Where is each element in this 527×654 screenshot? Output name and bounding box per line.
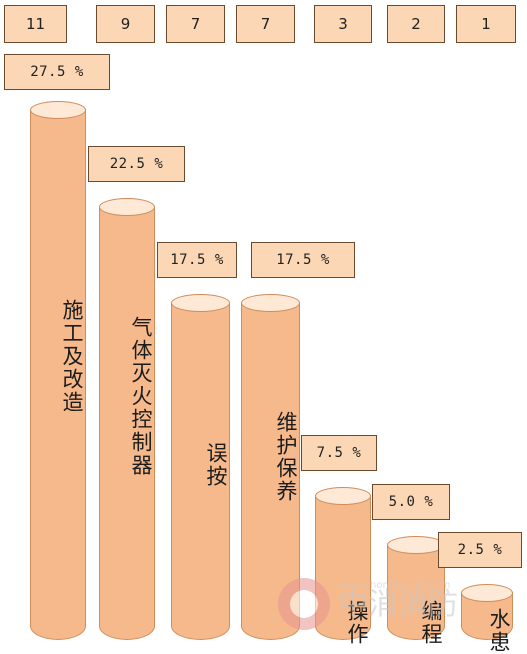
bar-cylinder-body [99, 206, 155, 640]
bar-cylinder: 维护保养 [241, 294, 300, 640]
percent-label: 2.5 % [438, 531, 522, 568]
bar-cylinder: 施工及改造 [30, 101, 86, 640]
count-label: 2 [387, 5, 445, 43]
category-label: 水患 [487, 607, 511, 654]
bar-cylinder-top [387, 535, 445, 554]
count-label: 7 [236, 5, 295, 43]
bar-cylinder: 操作 [315, 487, 371, 646]
percent-label: 7.5 % [301, 435, 377, 472]
count-label: 3 [314, 5, 372, 43]
category-label: 操作 [345, 600, 369, 646]
category-label: 维护保养 [274, 411, 298, 504]
category-label: 气体灭火控制器 [129, 316, 153, 478]
bar-cylinder-top [30, 101, 86, 120]
category-label: 误按 [204, 442, 228, 489]
category-label: 施工及改造 [60, 299, 84, 415]
percent-label: 27.5 % [4, 54, 110, 90]
percent-label: 22.5 % [88, 145, 185, 182]
bar-cylinder: 误按 [171, 294, 230, 640]
count-label: 7 [166, 5, 225, 43]
percent-label: 5.0 % [372, 483, 450, 520]
bar-cylinder: 水患 [461, 583, 513, 654]
bar-cylinder-top [315, 487, 371, 506]
count-label: 1 [456, 5, 516, 43]
bar-cylinder: 气体灭火控制器 [99, 197, 155, 640]
count-label: 9 [96, 5, 155, 43]
bar-cylinder-body [387, 544, 445, 640]
percent-label: 17.5 % [251, 242, 355, 279]
bar-cylinder-top [461, 583, 513, 602]
count-label: 11 [4, 5, 67, 43]
category-label: 编程 [419, 600, 443, 646]
bar-cylinder-top [99, 197, 155, 216]
bar-cylinder-top [241, 294, 300, 313]
bar-cylinder-body [171, 303, 230, 640]
bar-cylinder-body [30, 110, 86, 640]
bar-cylinder: 编程 [387, 535, 445, 646]
bar-cylinder-top [171, 294, 230, 313]
percent-label: 17.5 % [157, 242, 237, 279]
